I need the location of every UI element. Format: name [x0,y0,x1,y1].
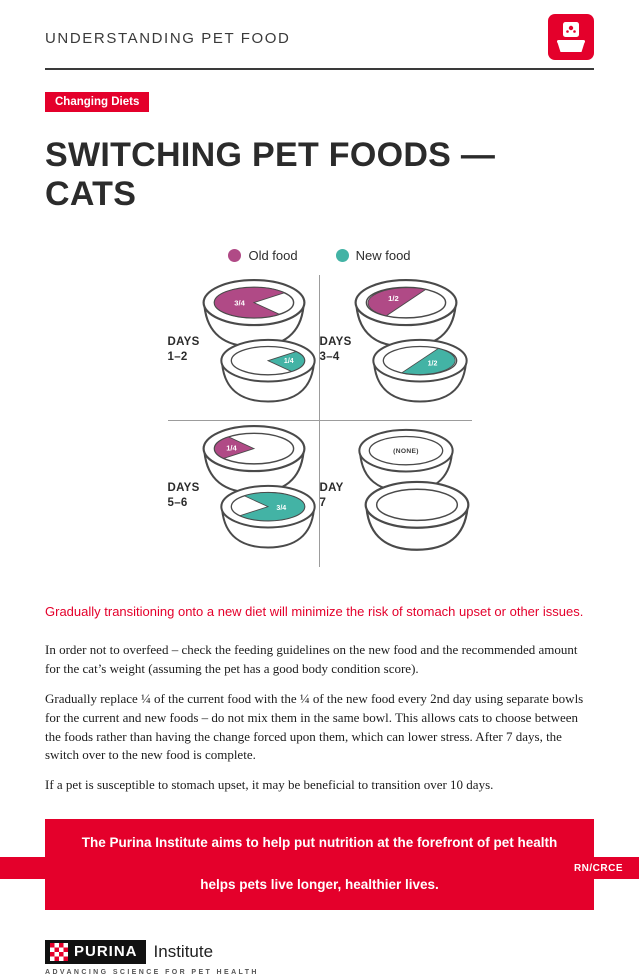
new-fraction-label: 1/4 [283,357,293,365]
all-new-food-label-line1: ALL NEW [399,496,435,505]
quadrant-label: DAYS 1–2 [167,336,200,363]
none-label: (NONE) [393,448,419,455]
quadrant-label: DAYS 5–6 [167,482,200,509]
quadrant-days-1-2: DAYS 1–2 3/4 1/4 [167,275,320,421]
new-food-bowl: 3/4 [219,484,316,549]
paragraph-1: In order not to overfeed – check the fee… [45,642,578,677]
legend-new-label: New food [355,248,411,263]
new-food-bowl-full: ALL NEW FOOD [364,480,469,551]
highlight-text: Gradually transitioning onto a new diet … [45,604,584,619]
old-food-dot [228,249,242,262]
body-copy: In order not to overfeed – check the fee… [45,641,594,795]
paragraph-3: If a pet is susceptible to stomach upset… [45,777,494,793]
quadrant-label: DAY 7 [319,482,344,509]
category-tag: Changing Diets [45,92,150,112]
legend-item-new-food: New food [335,248,411,263]
new-fraction-label: 1/2 [427,360,437,368]
quadrant-label: DAYS 3–4 [319,336,352,363]
purina-wordmark: PURINA [74,943,138,961]
old-fraction-label: 1/2 [388,294,399,303]
pet-feeder-icon [548,14,594,60]
old-food-wedge [367,287,427,317]
legend: Old food New food [0,248,639,263]
all-new-food-label-line2: FOOD [405,505,428,514]
paragraph-2: Gradually replace ¼ of the current food … [45,690,584,763]
old-food-bowl: 3/4 [202,279,305,348]
page-title: SWITCHING PET FOODS — CATS [45,136,496,213]
old-food-bowl: 1/2 [354,279,457,348]
purina-wordmark-block: PURINA [45,939,146,964]
purina-institute-logo: PURINA Institute [45,939,594,964]
header-divider [45,68,594,70]
doc-code: RN/CRCE [573,862,623,874]
old-food-wedge [213,436,255,459]
legend-old-label: Old food [248,248,298,263]
new-food-wedge [266,351,305,372]
new-food-bowl: 1/4 [219,338,316,403]
new-food-bowl: 1/2 [371,338,468,403]
new-fraction-label: 3/4 [276,504,286,512]
new-food-dot [335,249,349,262]
old-food-wedge [213,286,286,319]
legend-item-old-food: Old food [228,248,298,263]
new-food-wedge [400,347,455,375]
quadrant-days-3-4: DAYS 3–4 1/2 1/2 [319,275,472,421]
new-food-full-fill [375,488,458,522]
new-food-wedge [238,492,305,522]
old-fraction-label: 1/4 [226,443,237,452]
footer-tagline: ADVANCING SCIENCE FOR PET HEALTH [45,968,259,976]
institute-wordmark: Institute [153,941,214,961]
quadrant-day-7: DAY 7 (NONE) ALL NEW FOOD [320,421,472,567]
bottom-bar: RN/CRCE [0,857,639,879]
checkerboard-icon [50,942,68,961]
header-title: UNDERSTANDING PET FOOD [45,30,291,47]
old-fraction-label: 3/4 [234,298,245,307]
quadrant-days-5-6: DAYS 5–6 1/4 3/4 [168,421,320,567]
transition-diagram: DAYS 1–2 3/4 1/4 DAYS 3–4 1/2 [167,275,472,567]
page-header: UNDERSTANDING PET FOOD [0,0,639,60]
footer: PURINA Institute ADVANCING SCIENCE FOR P… [45,939,594,976]
